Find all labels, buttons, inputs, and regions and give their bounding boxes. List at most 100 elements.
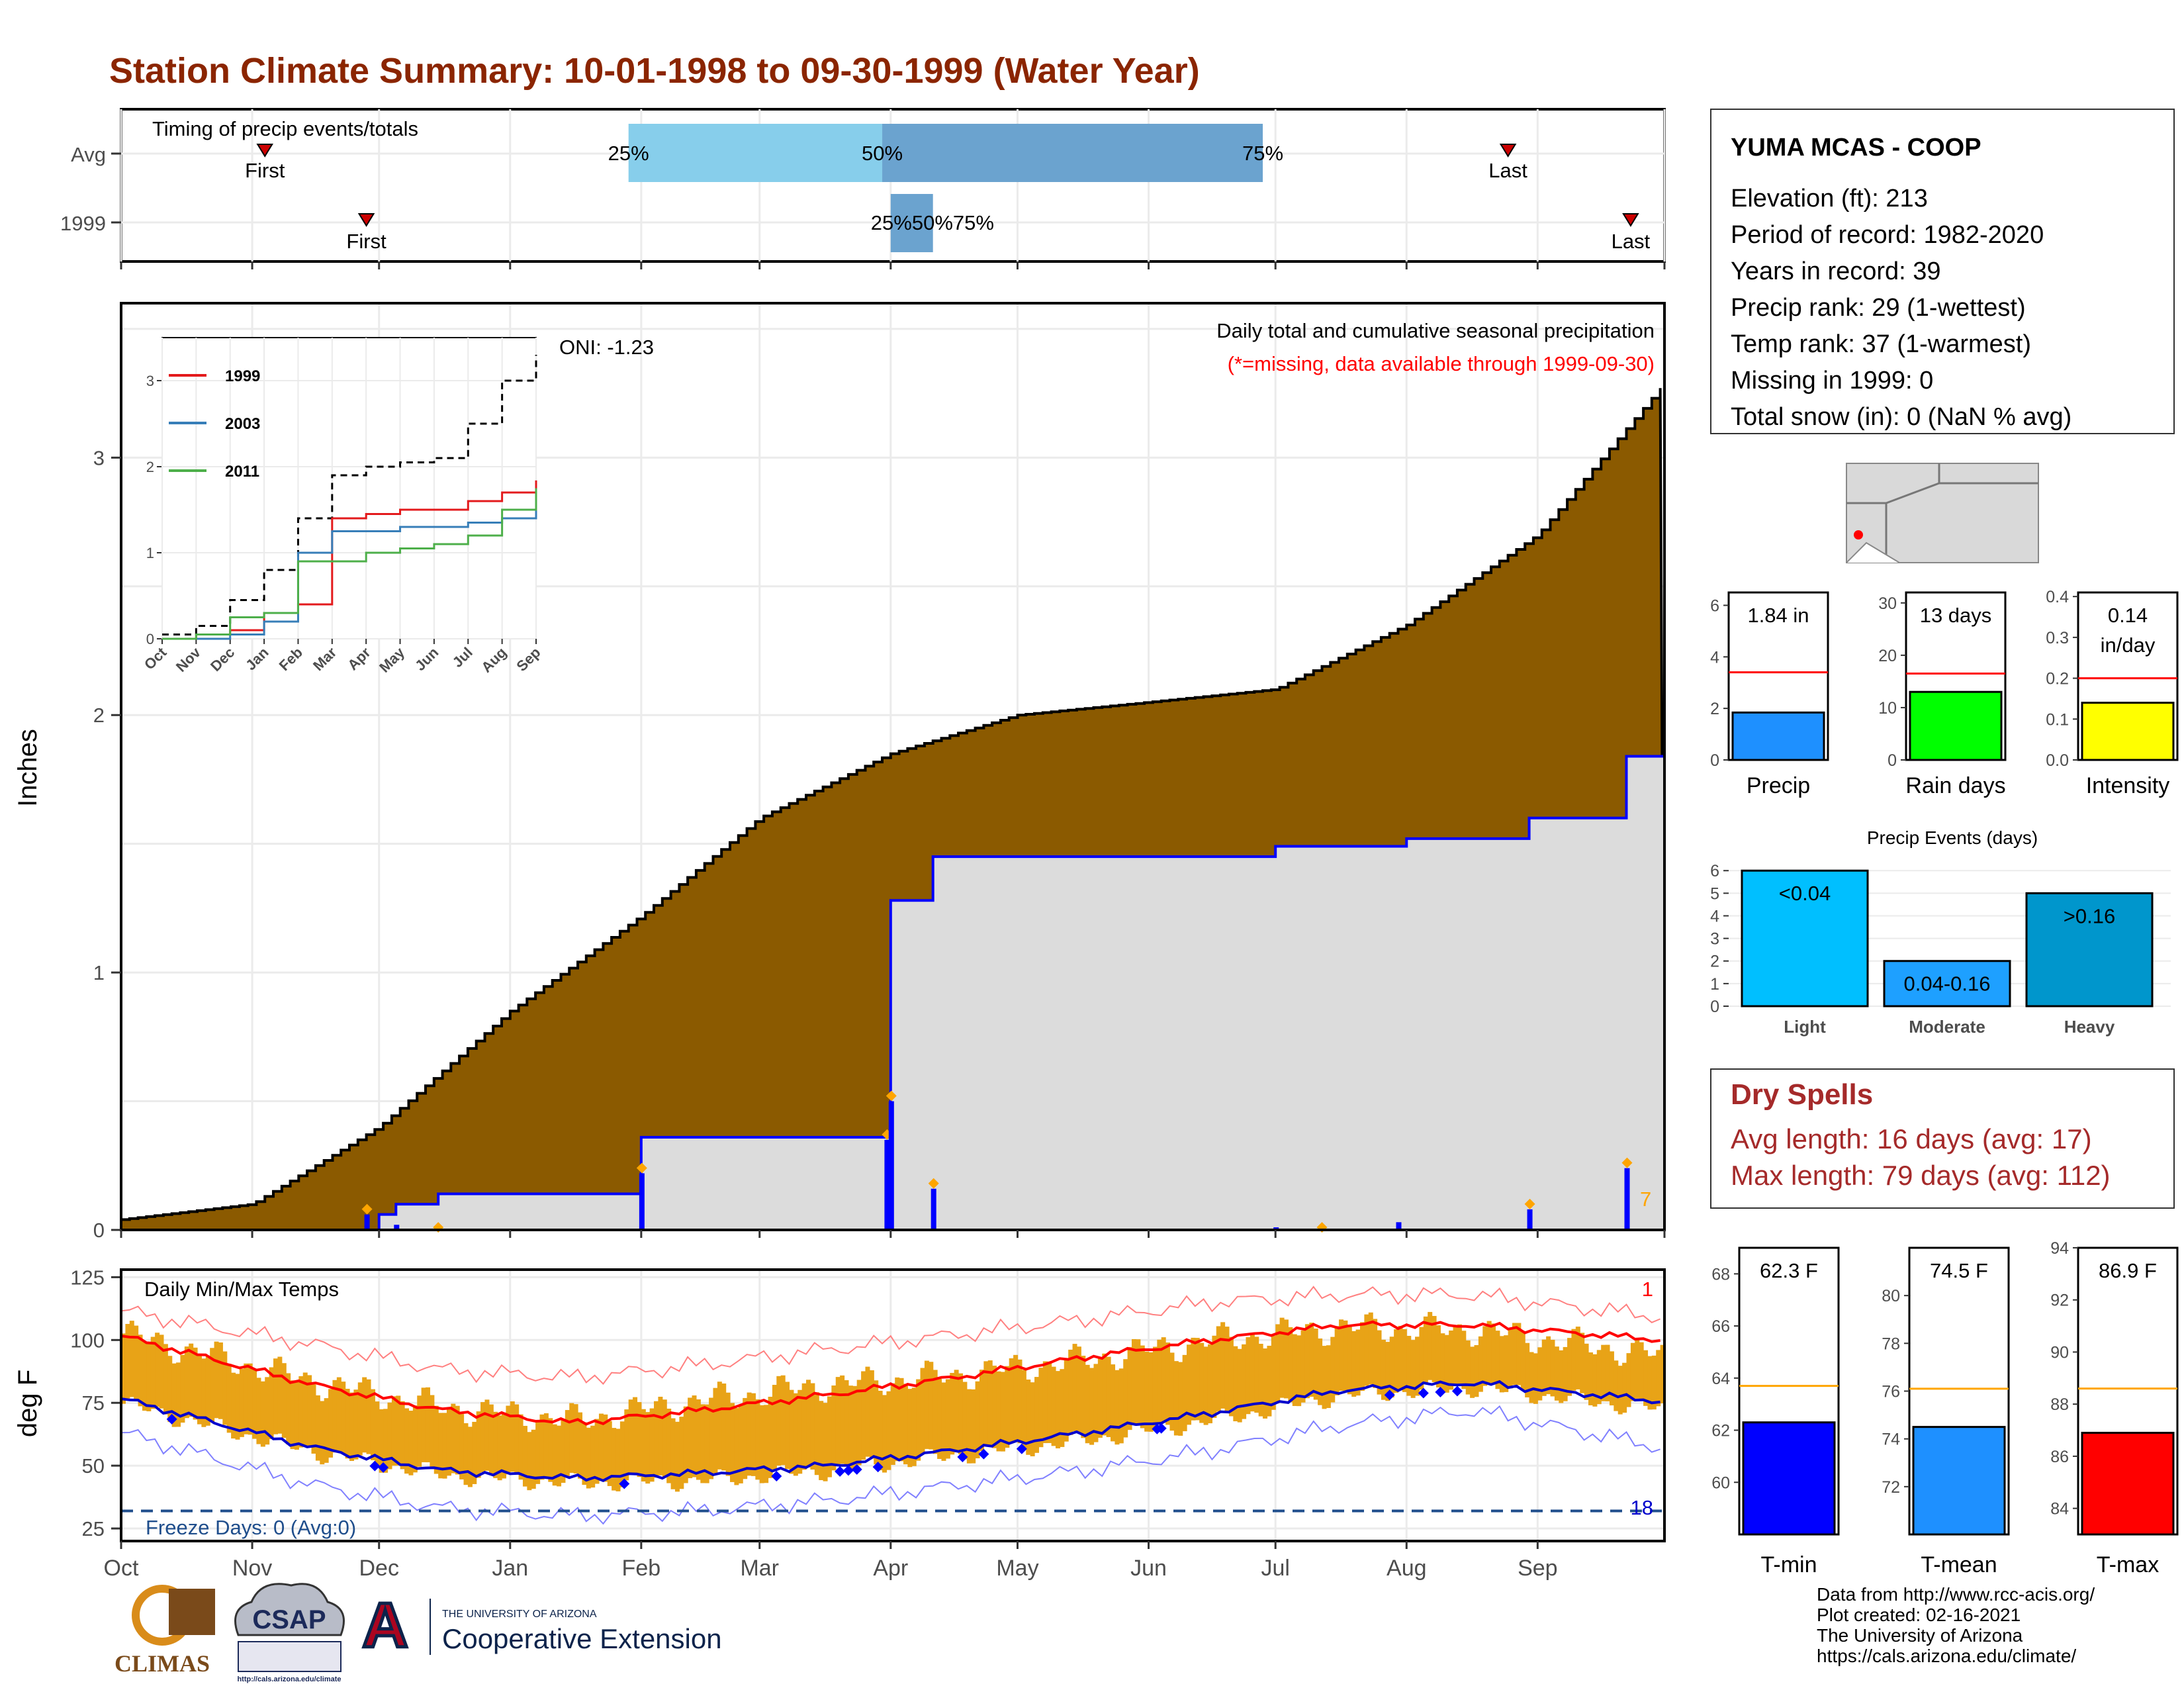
daily-temp-bar	[793, 1393, 798, 1476]
daily-temp-bar	[586, 1427, 591, 1489]
daily-precip-dot	[928, 1178, 939, 1189]
daily-temp-bar	[286, 1373, 291, 1444]
event-bar	[2025, 892, 2154, 1008]
daily-temp-bar	[226, 1364, 232, 1433]
daily-temp-bar	[1419, 1327, 1424, 1390]
1999-first-marker	[357, 213, 375, 227]
event-bar-label: 0.04-0.16	[1904, 972, 1991, 996]
daily-temp-bar	[256, 1378, 261, 1444]
daily-temp-bar	[1571, 1329, 1576, 1391]
daily-temp-bar	[387, 1402, 392, 1470]
daily-temp-bar	[1246, 1337, 1251, 1415]
month-tick-label: Sep	[1518, 1556, 1558, 1581]
temp-bar-y-tick-label: 66	[1711, 1317, 1730, 1336]
daily-temp-bar	[426, 1387, 430, 1463]
daily-temp-bar	[370, 1389, 375, 1460]
daily-temp-bar	[1097, 1357, 1103, 1438]
ua-logo-big-text: Cooperative Extension	[442, 1623, 722, 1654]
daily-temp-bar	[298, 1376, 304, 1448]
daily-temp-bar	[1111, 1364, 1116, 1442]
daily-temp-bar	[831, 1385, 837, 1471]
daily-temp-bar	[1385, 1342, 1390, 1401]
daily-temp-bar	[159, 1335, 164, 1409]
daily-temp-bar	[1398, 1325, 1403, 1391]
1999-quartile-bar	[890, 194, 933, 252]
daily-temp-bar	[412, 1405, 418, 1473]
daily-temp-bar	[789, 1389, 794, 1474]
daily-temp-bar	[1444, 1335, 1449, 1393]
daily-temp-bar	[1575, 1327, 1580, 1389]
map-border-region	[1846, 541, 1900, 563]
daily-temp-bar	[929, 1362, 934, 1450]
daily-temp-bar	[214, 1341, 219, 1419]
daily-temp-bar	[751, 1393, 756, 1476]
month-tick-label: Nov	[232, 1556, 272, 1581]
temp-bar-value: 62.3 F	[1760, 1259, 1818, 1282]
temp-bar-value: 74.5 F	[1930, 1259, 1988, 1282]
daily-temp-bar	[430, 1395, 435, 1468]
daily-temp-bar	[683, 1406, 688, 1483]
daily-temp-bar	[1453, 1325, 1458, 1386]
record-low-marker	[369, 1460, 381, 1472]
daily-temp-bar	[1224, 1327, 1230, 1411]
daily-temp-bar	[730, 1403, 735, 1482]
mini-bar	[1909, 690, 2003, 761]
daily-temp-bar	[506, 1405, 511, 1475]
daily-temp-bar	[1605, 1344, 1610, 1401]
mini-bar-label: Intensity	[2086, 773, 2170, 798]
record-low-count: 18	[1631, 1496, 1653, 1519]
dry-spells-title: Dry Spells	[1731, 1078, 1873, 1111]
daily-temp-bar	[1115, 1370, 1120, 1445]
daily-temp-bar	[899, 1378, 904, 1462]
ua-logo-bg	[361, 1595, 410, 1652]
daily-temp-bar	[1541, 1339, 1547, 1396]
daily-temp-bar	[1660, 1344, 1665, 1403]
daily-temp-bar	[1377, 1330, 1382, 1395]
mini-bar-y-tick-label: 10	[1878, 699, 1897, 718]
daily-temp-bar	[1435, 1325, 1441, 1387]
mini-bar-value: 0.14	[2108, 604, 2148, 627]
daily-temp-bar	[446, 1407, 451, 1476]
daily-temp-bar	[670, 1418, 676, 1489]
daily-temp-bar	[1601, 1344, 1606, 1401]
daily-temp-bar	[895, 1377, 900, 1462]
daily-temp-bar	[933, 1370, 938, 1454]
daily-temp-bar	[1212, 1335, 1217, 1418]
event-category-label: Light	[1784, 1017, 1826, 1037]
daily-temp-bar	[1656, 1350, 1661, 1407]
daily-temp-bar	[1106, 1356, 1111, 1437]
daily-temp-bar	[1368, 1312, 1373, 1385]
daily-temp-bar	[637, 1402, 642, 1477]
daily-precip-bar	[888, 1101, 894, 1230]
daily-temp-bar	[582, 1422, 587, 1485]
avg-first-label: First	[245, 159, 285, 182]
avg-first-marker	[256, 144, 274, 158]
temp-bar-y-tick-label: 64	[1711, 1370, 1730, 1388]
daily-temp-bar	[197, 1354, 202, 1425]
daily-temp-bar	[1191, 1337, 1196, 1421]
daily-temp-bar	[205, 1355, 210, 1426]
record-low-marker	[1418, 1387, 1429, 1399]
daily-temp-bar	[903, 1383, 908, 1465]
daily-temp-bar	[260, 1381, 265, 1447]
temp-bar-y-tick-label: 90	[2050, 1343, 2069, 1362]
daily-temp-bar	[1626, 1353, 1631, 1407]
daily-temp-bar	[252, 1370, 257, 1439]
daily-temp-bar	[1592, 1354, 1598, 1407]
mini-bar-y-tick-label: 0.2	[2046, 670, 2069, 688]
daily-temp-bar	[535, 1421, 541, 1484]
daily-temp-bar	[1630, 1342, 1635, 1401]
daily-temp-bar	[1081, 1356, 1086, 1438]
daily-temp-bar	[455, 1405, 460, 1475]
daily-temp-bar	[510, 1401, 515, 1472]
daily-temp-bar	[772, 1385, 777, 1471]
daily-temp-bar	[311, 1384, 316, 1454]
daily-temp-bar	[493, 1411, 498, 1478]
daily-temp-bar	[1263, 1348, 1268, 1419]
daily-temp-bar	[539, 1414, 545, 1480]
csap-logo-url: http://cals.arizona.edu/climate	[237, 1675, 341, 1683]
mini-bar-y-tick-label: 4	[1710, 648, 1719, 667]
events-y-tick-label: 1	[1710, 975, 1719, 994]
daily-temp-bar	[1428, 1311, 1433, 1380]
1999-first-label: First	[346, 230, 387, 253]
